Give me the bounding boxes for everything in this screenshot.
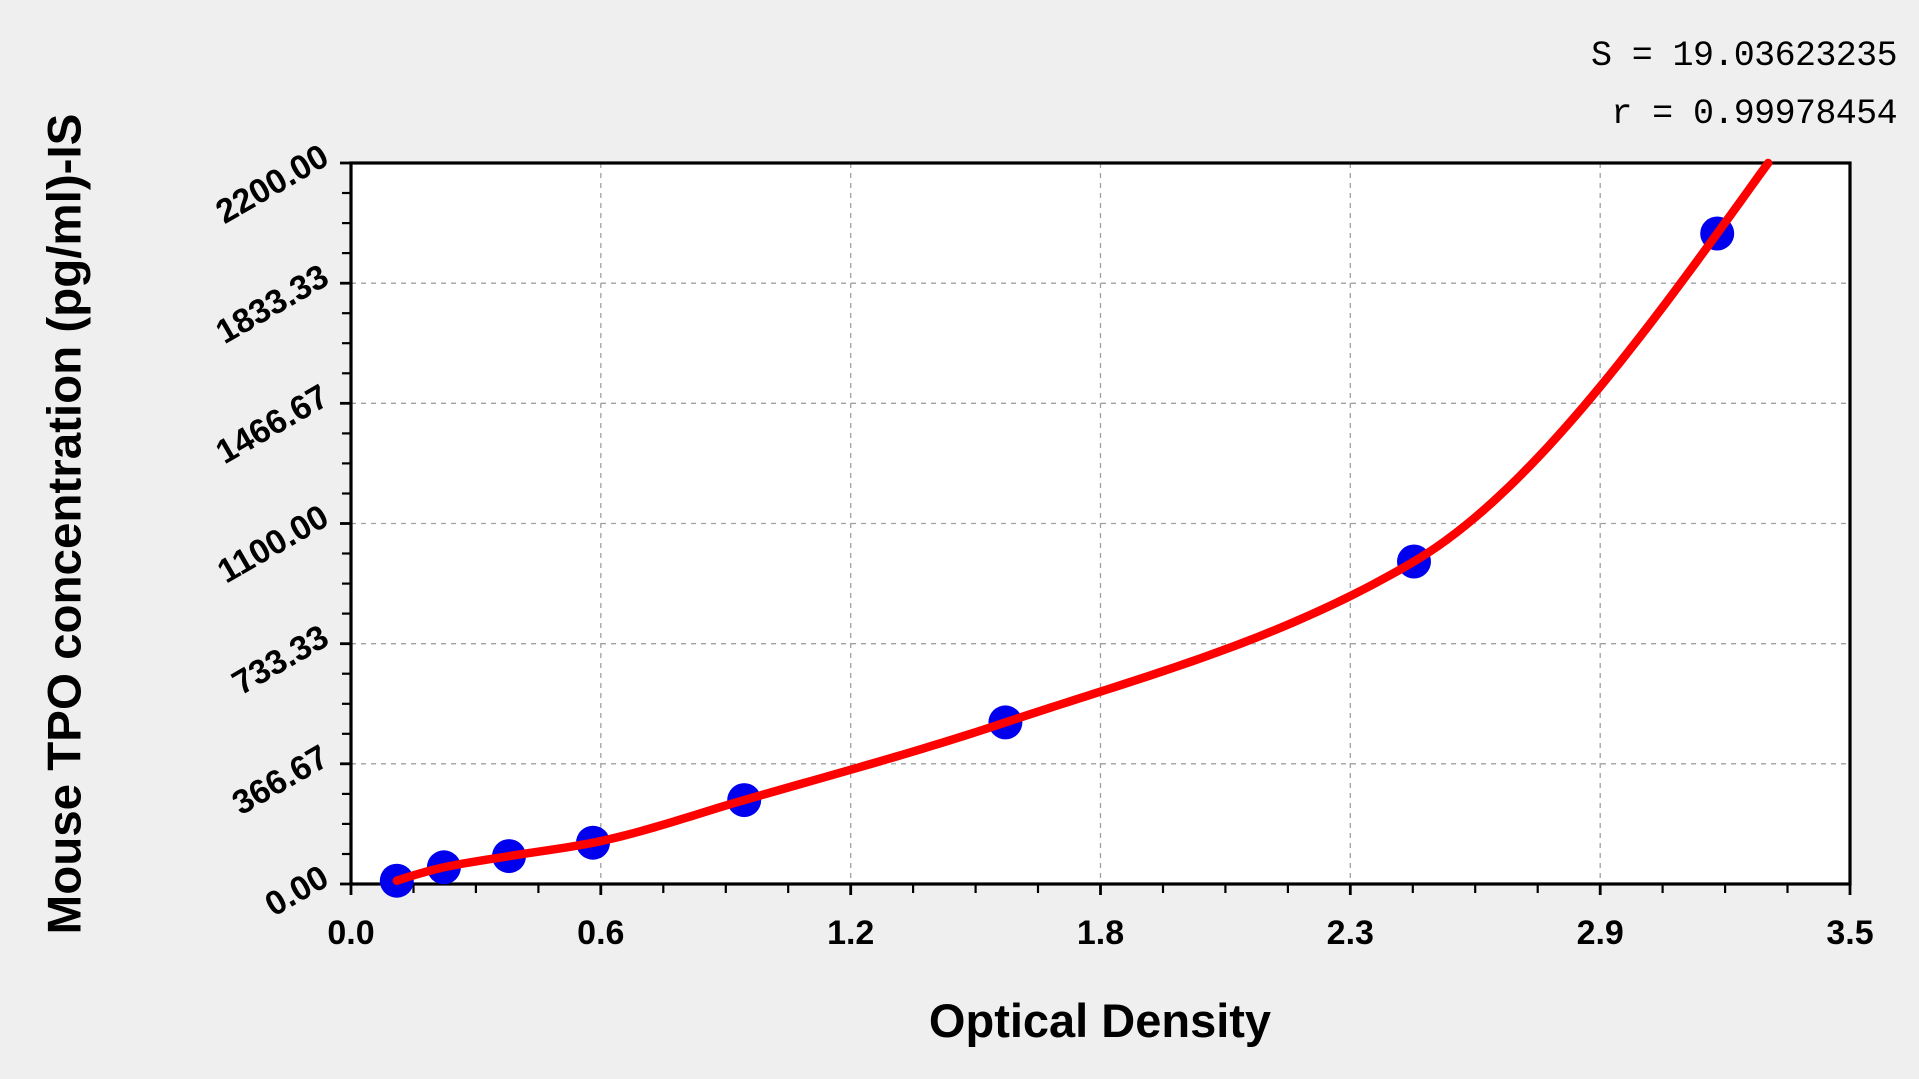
svg-text:0.0: 0.0 [327,914,374,952]
svg-text:1.2: 1.2 [827,914,874,952]
svg-text:2.3: 2.3 [1327,914,1374,952]
svg-text:1.8: 1.8 [1077,914,1124,952]
svg-text:0.6: 0.6 [577,914,624,952]
svg-text:3.5: 3.5 [1826,914,1873,952]
svg-text:2.9: 2.9 [1577,914,1624,952]
